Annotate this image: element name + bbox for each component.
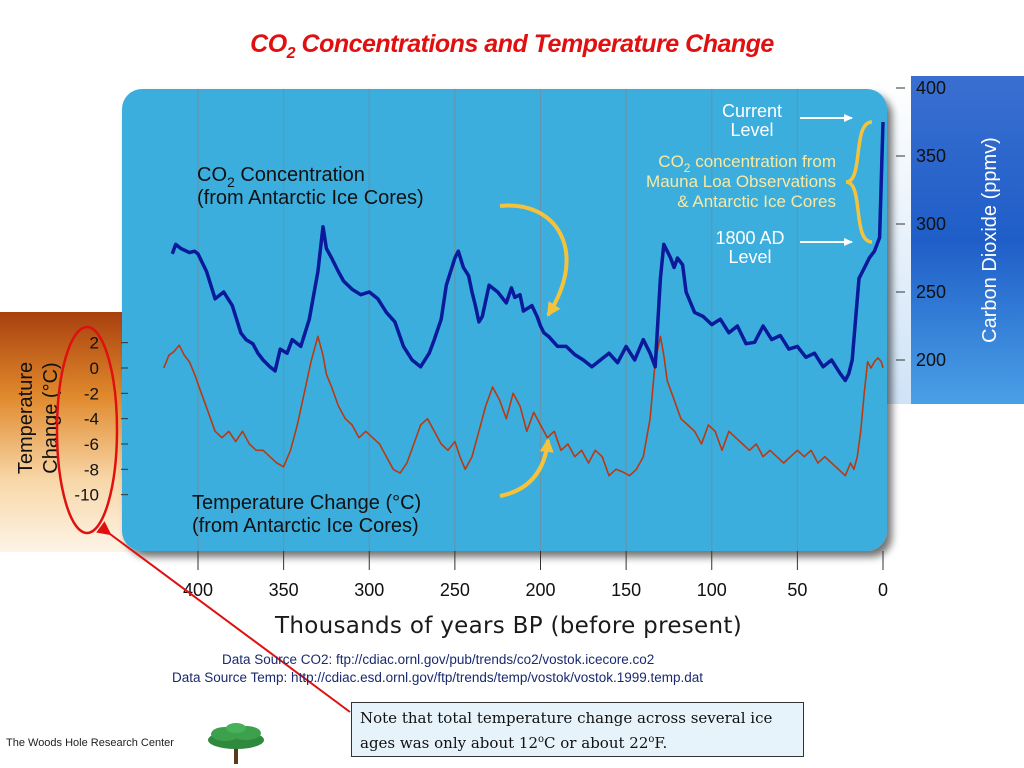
note-pointer-arrow [96, 521, 351, 713]
co2-axis-title: Carbon Dioxide (ppmv) [979, 137, 1001, 343]
current-level-label-2: Level [730, 120, 773, 140]
temperature-callout-arrow [499, 438, 554, 498]
tree-logo-icon [208, 723, 264, 764]
temperature-tick-label: -4 [84, 410, 99, 429]
note-text-b: C or about 22 [544, 734, 649, 752]
temperature-tick-label: 2 [90, 334, 99, 353]
co2-label-sub: 2 [227, 174, 235, 190]
note-sup-1: o [538, 734, 545, 745]
title-rest: Concentrations and Temperature Change [295, 30, 775, 58]
temperature-range-ellipse [55, 325, 119, 535]
x-tick-label: 150 [611, 580, 641, 600]
co2-series-label-1: CO2 Concentration [197, 164, 365, 190]
x-tick-label: 400 [183, 580, 213, 600]
co2-label-rest: Concentration [235, 164, 365, 186]
co2-tick-label: 350 [916, 146, 946, 166]
note-sup-2: o [648, 734, 655, 745]
x-tick-label: 0 [878, 580, 888, 600]
current-level-label-1: Current [722, 101, 782, 121]
x-tick-label: 50 [787, 580, 807, 600]
co2-callout-arrow [499, 203, 569, 317]
temperature-tick-label: -2 [84, 384, 99, 403]
co2-tick-label: 300 [916, 214, 946, 234]
note-text-c: F. [654, 734, 668, 752]
organization-name: The Woods Hole Research Center [6, 737, 174, 749]
x-axis-title: Thousands of years BP (before present) [275, 613, 742, 639]
chart-title: CO2 Concentrations and Temperature Chang… [0, 30, 1024, 63]
note-text-a: Note that total temperature change acros… [360, 709, 773, 752]
temperature-axis-title-1: Temperature [15, 362, 37, 474]
temperature-tick-label: -10 [74, 486, 99, 505]
x-tick-label: 100 [697, 580, 727, 600]
x-axis-ticks: 400 350 300 250 200 150 100 50 0 [183, 551, 888, 600]
plot-panel [122, 89, 887, 551]
temperature-series-line [163, 335, 884, 477]
x-tick-label: 300 [354, 580, 384, 600]
co2-label-co: CO [197, 164, 227, 186]
temperature-tick-label: -8 [84, 460, 99, 479]
temperature-data-source: Data Source Temp: http://cdiac.esd.ornl.… [172, 670, 704, 685]
mauna-loa-label-1: CO2 concentration from [658, 152, 836, 175]
temperature-axis-ticks: 2 0 -2 -4 -6 -8 -10 [74, 334, 128, 505]
mauna-loa-bracket [845, 120, 873, 244]
temperature-series-label-1: Temperature Change (°C) [192, 492, 421, 514]
co2-tick-label: 200 [916, 350, 946, 370]
co2-tick-label: 400 [916, 78, 946, 98]
co2-tick-label: 250 [916, 282, 946, 302]
title-co: CO [250, 30, 287, 58]
ad1800-label-1: 1800 AD [715, 228, 784, 248]
co2-series-line [170, 121, 885, 383]
temperature-tick-label: -6 [84, 435, 99, 454]
note-box: Note that total temperature change acros… [351, 702, 804, 757]
temperature-series-label-2: (from Antarctic Ice Cores) [192, 515, 419, 537]
x-tick-label: 350 [269, 580, 299, 600]
x-tick-label: 250 [440, 580, 470, 600]
series-group [163, 121, 885, 477]
x-tick-label: 200 [525, 580, 555, 600]
title-sub: 2 [286, 45, 296, 62]
temperature-axis-band [0, 312, 130, 552]
mauna-label-co: CO [658, 152, 684, 171]
co2-data-source: Data Source CO2: ftp://cdiac.ornl.gov/pu… [222, 652, 655, 667]
mauna-loa-label-3: & Antarctic Ice Cores [677, 192, 836, 211]
co2-series-label-2: (from Antarctic Ice Cores) [197, 187, 424, 209]
mauna-label-rest: concentration from [690, 152, 836, 171]
mauna-loa-label-2: Mauna Loa Observations [646, 172, 836, 191]
temperature-tick-label: 0 [90, 359, 99, 378]
mauna-label-sub: 2 [684, 161, 691, 175]
co2-axis-ticks: 400 350 300 250 200 [896, 78, 946, 370]
ad1800-label-2: Level [728, 247, 771, 267]
